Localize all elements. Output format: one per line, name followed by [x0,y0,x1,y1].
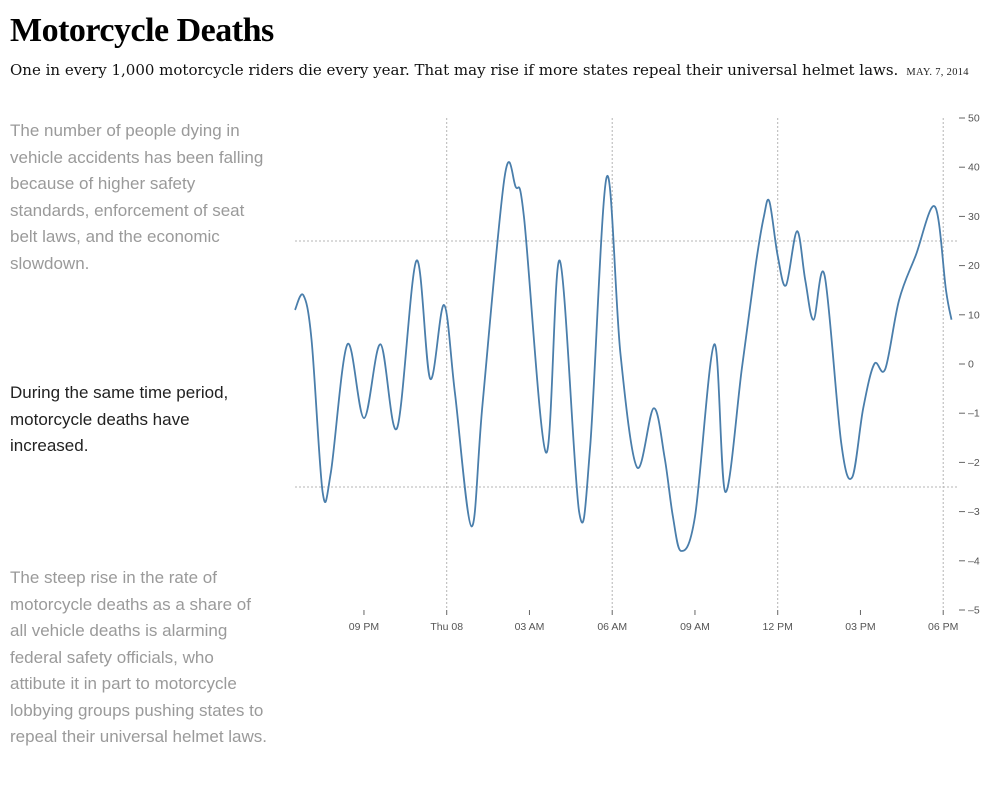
y-axis: –50 –40 –30 –20 –10 0 10 20 30 40 50 [959,113,980,617]
x-tick-label: 09 AM [680,621,710,633]
publish-date: MAY. 7, 2014 [906,67,969,78]
annotation-motorcycle-increase: During the same time period, motorcycle … [10,383,229,455]
y-tick-label: 40 [968,162,980,174]
x-tick-label: 03 PM [845,621,875,633]
y-tick-label: –30 [968,506,980,518]
page-title: Motorcycle Deaths [10,12,274,49]
page-subtitle: One in every 1,000 motorcycle riders die… [10,58,969,85]
y-tick-label: 30 [968,211,980,223]
line-chart: –50 –40 –30 –20 –10 0 10 20 30 40 50 09 PM Thu 08 03… [294,113,980,633]
y-tick-label: 20 [968,260,980,272]
x-axis: 09 PM Thu 08 03 AM 06 AM 09 AM 12 PM 03 PM 06 P… [349,610,958,633]
y-tick-label: –40 [968,555,980,567]
series-line [294,161,953,552]
y-tick-label: –50 [968,605,980,617]
y-tick-label: –10 [968,408,980,420]
gridlines [295,118,957,610]
x-tick-label: 06 PM [928,621,958,633]
y-tick-label: –20 [968,457,980,469]
x-tick-label: 12 PM [763,621,793,633]
x-tick-label: 09 PM [349,621,379,633]
series-layer [294,161,953,552]
subtitle-text: One in every 1,000 motorcycle riders die… [10,61,899,79]
annotation-federal-concern: The steep rise in the rate of motorcycle… [10,568,268,746]
x-tick-label: Thu 08 [430,621,463,633]
x-tick-label: 03 AM [515,621,545,633]
y-tick-label: 0 [968,359,974,371]
y-tick-label: 10 [968,309,980,321]
x-tick-label: 06 AM [597,621,627,633]
annotation-safety-standards: The number of people dying in vehicle ac… [10,121,264,273]
y-tick-label: 50 [968,113,980,125]
